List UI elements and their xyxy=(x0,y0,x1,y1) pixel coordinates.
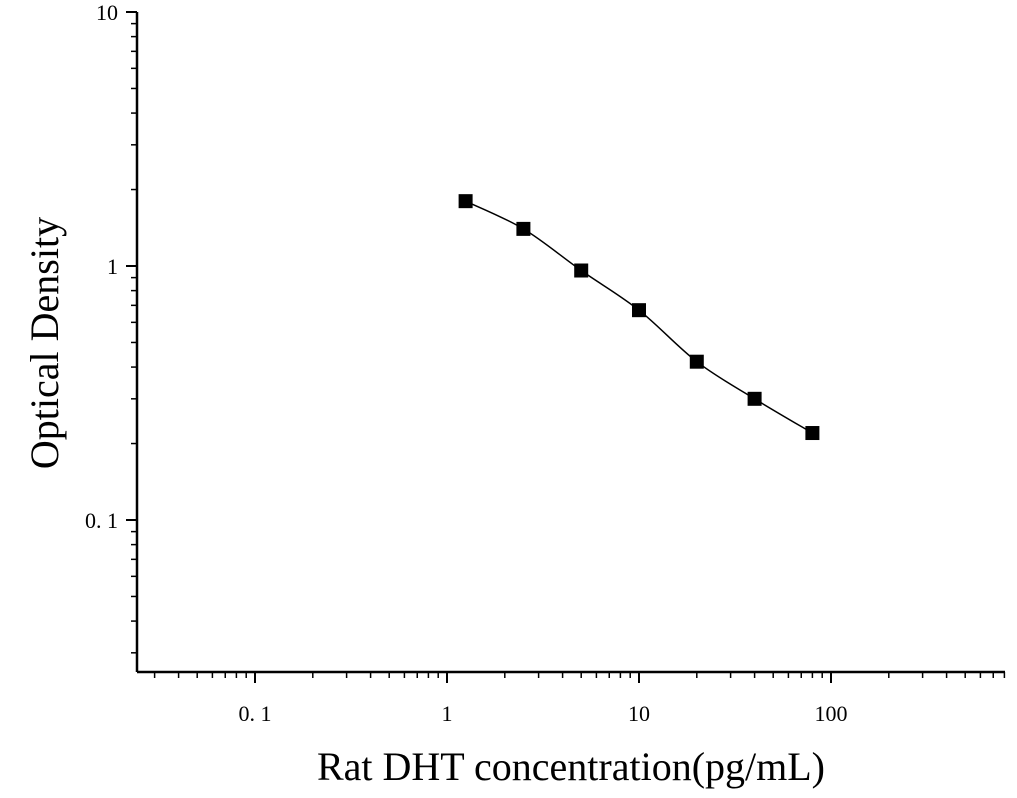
y-axis-title: Optical Density xyxy=(22,217,67,469)
data-point xyxy=(516,221,531,236)
x-tick-label: 10 xyxy=(628,701,650,726)
x-tick-label: 100 xyxy=(815,701,848,726)
y-tick-label: 10 xyxy=(96,0,118,25)
x-axis-title: Rat DHT concentration(pg/mL) xyxy=(317,744,825,789)
y-tick-label: 1 xyxy=(107,254,118,279)
y-axis-ticks: 0. 1 1 10 xyxy=(85,0,137,654)
data-point xyxy=(747,391,762,406)
data-points xyxy=(458,194,820,441)
x-tick-label: 1 xyxy=(442,701,453,726)
x-tick-label: 0. 1 xyxy=(239,701,272,726)
data-point xyxy=(632,303,646,318)
data-point xyxy=(689,354,704,369)
y-tick-label: 0. 1 xyxy=(85,508,118,533)
x-axis-ticks: 0. 1 1 10 100 xyxy=(153,672,1006,726)
data-point xyxy=(805,426,820,441)
axes xyxy=(135,12,1005,674)
data-point xyxy=(574,263,589,278)
data-point xyxy=(458,194,473,209)
